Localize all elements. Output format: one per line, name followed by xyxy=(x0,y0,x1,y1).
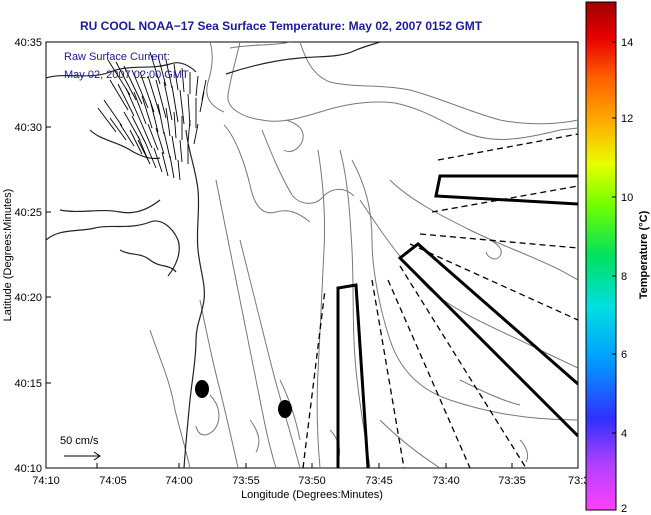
map-features xyxy=(46,42,578,468)
arrow-right-icon xyxy=(64,451,101,461)
x-tick-label: 73:3 xyxy=(568,475,589,487)
x-tick-label: 74:05 xyxy=(99,475,127,487)
x-axis-label: Longitude (Degrees:Minutes) xyxy=(241,489,383,501)
y-axis-label: Latitude (Degrees:Minutes) xyxy=(2,189,14,322)
y-tick-labels: 40:35 40:30 40:25 40:20 40:15 40:10 xyxy=(14,37,42,475)
x-tick-label: 74:00 xyxy=(165,475,193,487)
y-tick-label: 40:25 xyxy=(14,207,42,219)
legend-current-label: Raw Surface Current: xyxy=(64,51,170,63)
colorbar-tick-labels: 14 12 10 8 6 4 2 xyxy=(621,37,633,515)
colorbar-tick-label: 4 xyxy=(621,428,627,440)
x-tick-label: 73:50 xyxy=(298,475,326,487)
map-title: RU COOL NOAA−17 Sea Surface Temperature:… xyxy=(80,19,483,33)
colorbar-label: Temperature (°C) xyxy=(638,210,650,299)
scale-label: 50 cm/s xyxy=(60,435,99,447)
colorbar-tick-label: 8 xyxy=(621,271,627,283)
sector-polygons xyxy=(336,174,578,468)
y-tick-label: 40:20 xyxy=(14,292,42,304)
colorbar-tick-label: 12 xyxy=(621,113,633,125)
x-tick-label: 73:55 xyxy=(232,475,260,487)
x-tick-label: 73:40 xyxy=(432,475,460,487)
x-tick-labels: 74:10 74:05 74:00 73:55 73:50 73:45 73:4… xyxy=(32,475,589,487)
colorbar-tick-label: 6 xyxy=(621,349,627,361)
colorbar-ticks xyxy=(612,41,616,434)
y-tick-label: 40:10 xyxy=(14,463,42,475)
station-markers xyxy=(195,380,292,418)
bathymetry-contours xyxy=(149,42,578,468)
coastline xyxy=(46,42,381,468)
y-tick-label: 40:15 xyxy=(14,378,42,390)
y-tick-label: 40:35 xyxy=(14,37,42,49)
colorbar-tick-label: 14 xyxy=(621,37,633,49)
x-tick-label: 73:45 xyxy=(365,475,393,487)
station-marker-1 xyxy=(195,380,209,398)
colorbar-tick-label: 10 xyxy=(621,192,633,204)
surface-current-vectors xyxy=(97,51,207,181)
station-marker-2 xyxy=(278,400,292,418)
axis-ticks xyxy=(45,41,579,469)
colorbar xyxy=(585,1,617,511)
x-tick-label: 74:10 xyxy=(32,475,60,487)
x-tick-label: 73:35 xyxy=(498,475,526,487)
colorbar-tick-label: 2 xyxy=(621,503,627,515)
legend-current-time: May 02, 2007 02:00 GMT xyxy=(64,69,189,81)
y-tick-label: 40:30 xyxy=(14,122,42,134)
